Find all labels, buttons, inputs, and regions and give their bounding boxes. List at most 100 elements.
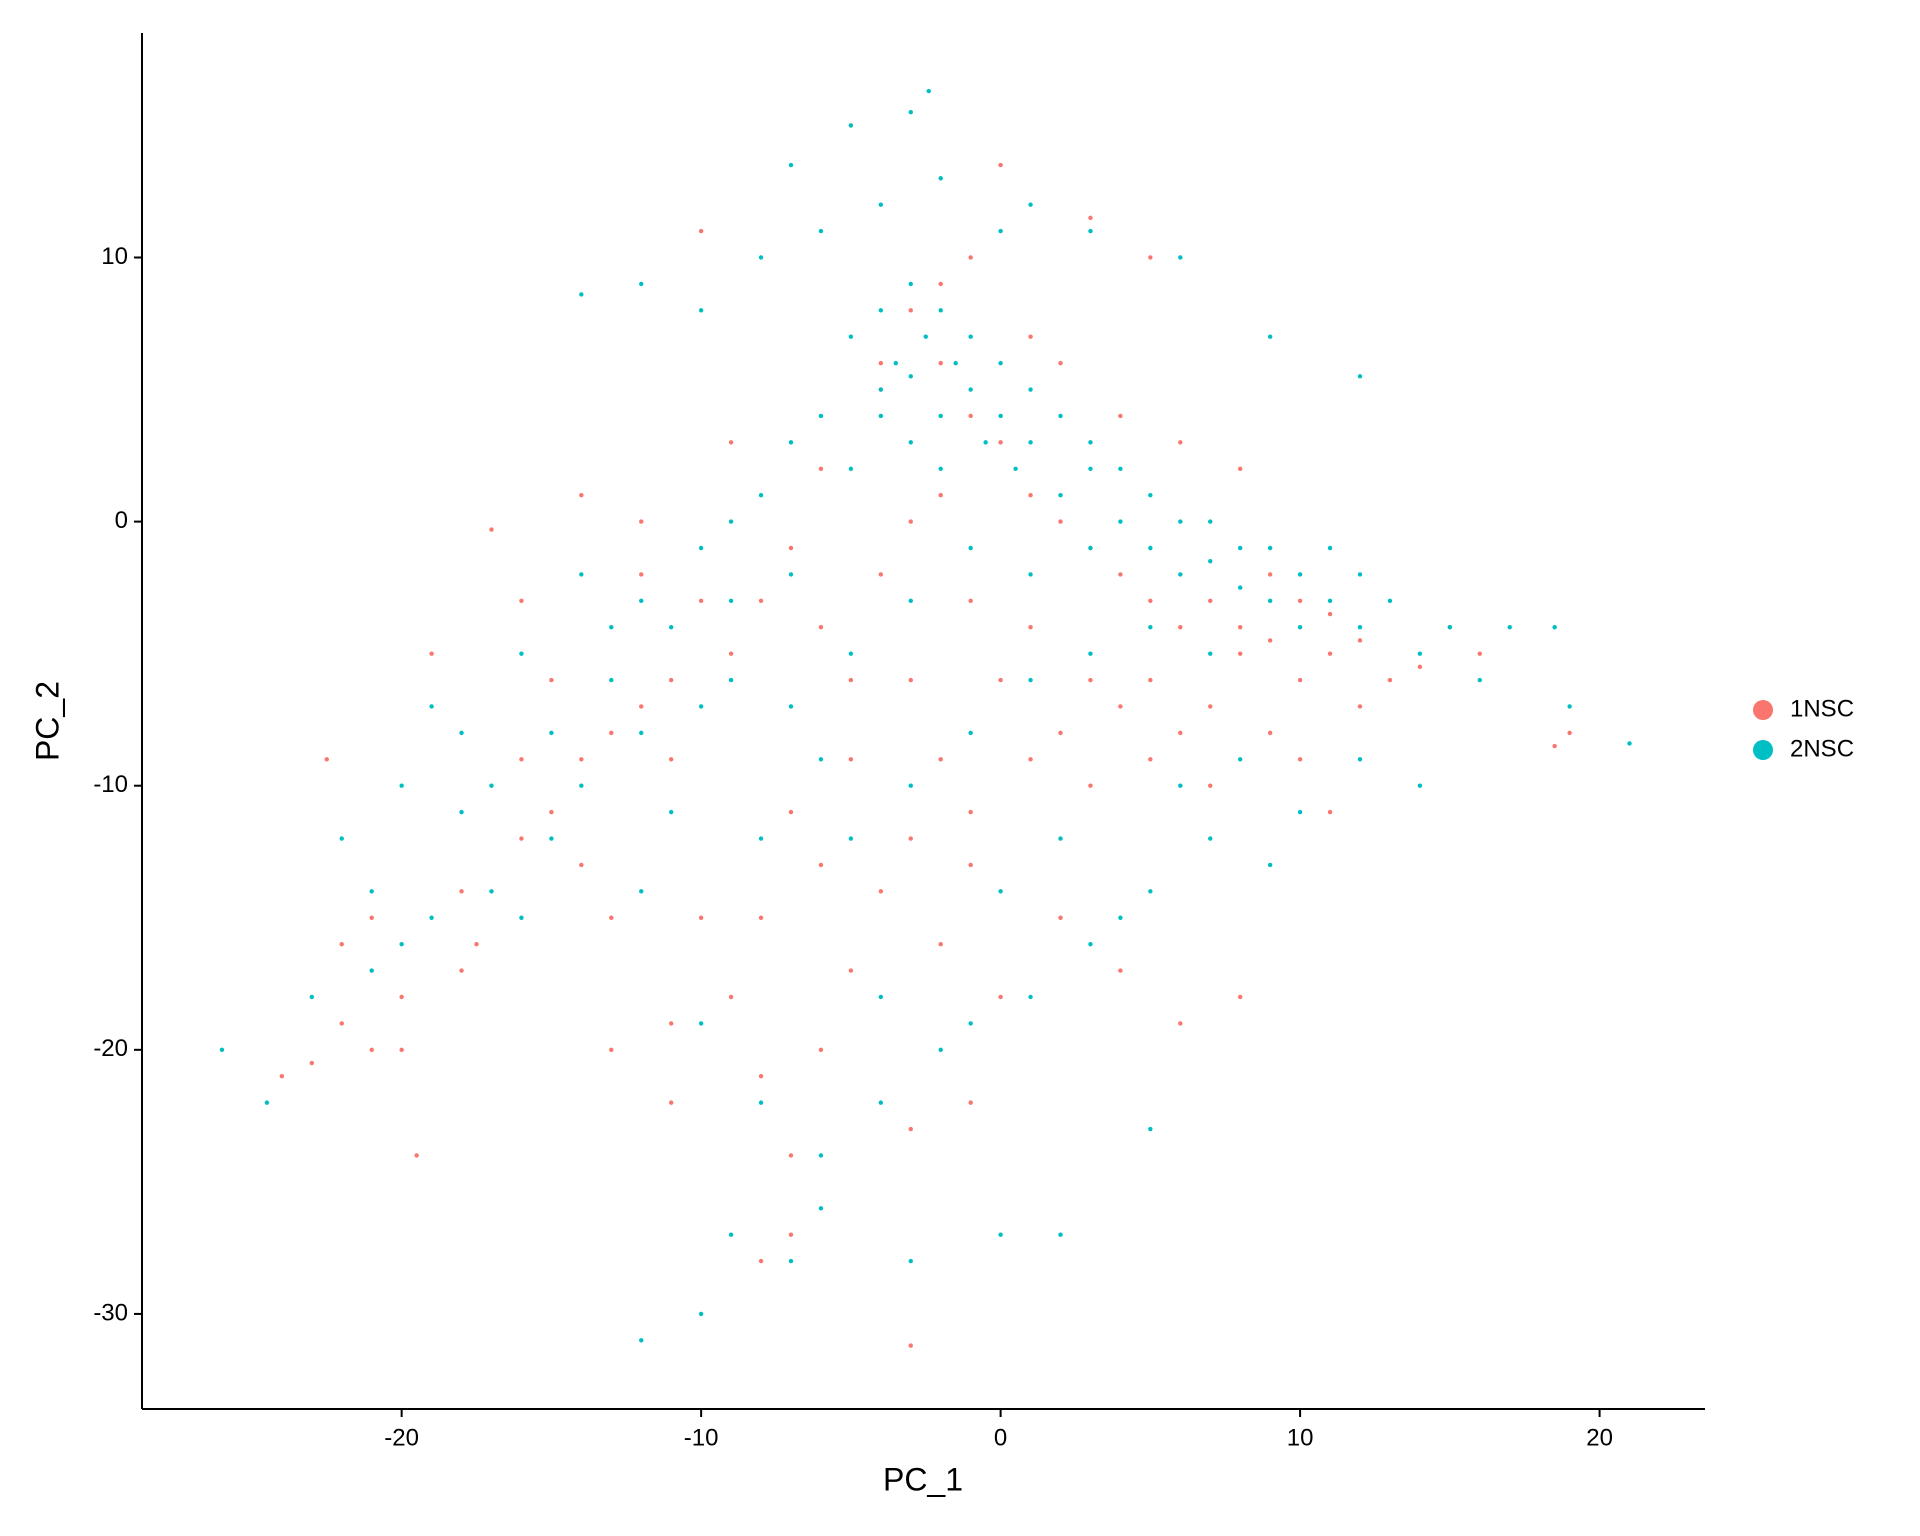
point: [908, 308, 913, 313]
point: [1238, 994, 1243, 1000]
point: [1567, 730, 1572, 736]
point: [1058, 413, 1063, 419]
point: [1148, 545, 1153, 551]
point: [1148, 255, 1153, 260]
point: [1058, 915, 1063, 920]
point: [219, 1047, 225, 1053]
point: [1267, 862, 1273, 868]
point: [369, 1047, 374, 1053]
point: [1028, 572, 1033, 577]
point: [818, 1047, 824, 1053]
point: [818, 625, 824, 630]
point: [698, 308, 704, 313]
legend-swatch: [1753, 700, 1773, 720]
point: [818, 413, 824, 419]
point: [1507, 625, 1512, 630]
point: [639, 1338, 644, 1343]
point: [908, 836, 913, 841]
x-axis-title: PC_1: [883, 1461, 963, 1497]
point: [998, 162, 1003, 168]
point: [579, 492, 584, 498]
point: [938, 413, 943, 419]
point: [1178, 730, 1183, 736]
point: [489, 889, 494, 894]
point: [893, 360, 898, 366]
point: [998, 677, 1003, 683]
point: [758, 598, 764, 604]
point: [953, 360, 958, 366]
point: [728, 994, 734, 1000]
x-tick-label: 20: [1586, 1424, 1613, 1451]
point: [1387, 677, 1393, 683]
point: [728, 598, 734, 604]
point: [369, 968, 374, 973]
point: [1297, 809, 1303, 815]
point: [818, 1153, 824, 1158]
point: [1357, 374, 1363, 379]
point: [1028, 757, 1033, 762]
point: [519, 598, 524, 604]
point: [848, 466, 854, 471]
point: [908, 1126, 913, 1132]
point: [639, 704, 644, 709]
point: [639, 519, 644, 524]
point: [609, 915, 614, 920]
point: [698, 598, 704, 604]
point: [788, 545, 794, 551]
point: [399, 941, 404, 947]
point: [1148, 889, 1153, 894]
point: [1297, 677, 1303, 683]
point: [788, 704, 794, 709]
legend-swatch: [1753, 740, 1773, 760]
y-tick-label: -30: [93, 1299, 128, 1326]
point: [1208, 651, 1213, 656]
point: [926, 88, 931, 94]
point: [1267, 638, 1273, 643]
point: [998, 889, 1003, 894]
point: [848, 677, 854, 683]
point: [609, 730, 614, 736]
point: [758, 492, 764, 498]
point: [998, 228, 1003, 234]
point: [938, 466, 943, 471]
point: [1118, 704, 1123, 709]
point: [1552, 625, 1557, 630]
point: [519, 915, 524, 920]
point: [728, 677, 734, 683]
point: [848, 651, 854, 656]
point: [968, 255, 973, 260]
point: [968, 413, 973, 419]
point: [1178, 440, 1183, 445]
point: [908, 110, 913, 115]
point: [968, 730, 973, 736]
point: [579, 572, 584, 577]
point: [1178, 1021, 1183, 1026]
point: [728, 519, 734, 524]
point: [1013, 466, 1018, 471]
point: [1088, 466, 1093, 471]
point: [414, 1153, 419, 1158]
point: [1238, 651, 1243, 656]
point: [878, 1100, 884, 1105]
point: [938, 360, 943, 366]
point: [938, 757, 943, 762]
point: [758, 836, 764, 841]
y-tick-label: -20: [93, 1035, 128, 1062]
point: [549, 836, 554, 841]
y-tick-label: 0: [115, 507, 128, 534]
point: [609, 677, 614, 683]
point: [1118, 413, 1123, 419]
point: [339, 836, 344, 841]
point: [1118, 968, 1123, 973]
point: [788, 572, 794, 577]
point: [579, 783, 584, 788]
point: [908, 281, 913, 287]
point: [639, 281, 644, 287]
point: [758, 1100, 764, 1105]
point: [579, 757, 584, 762]
point: [369, 889, 374, 894]
point: [1058, 492, 1063, 498]
point: [1297, 572, 1303, 577]
